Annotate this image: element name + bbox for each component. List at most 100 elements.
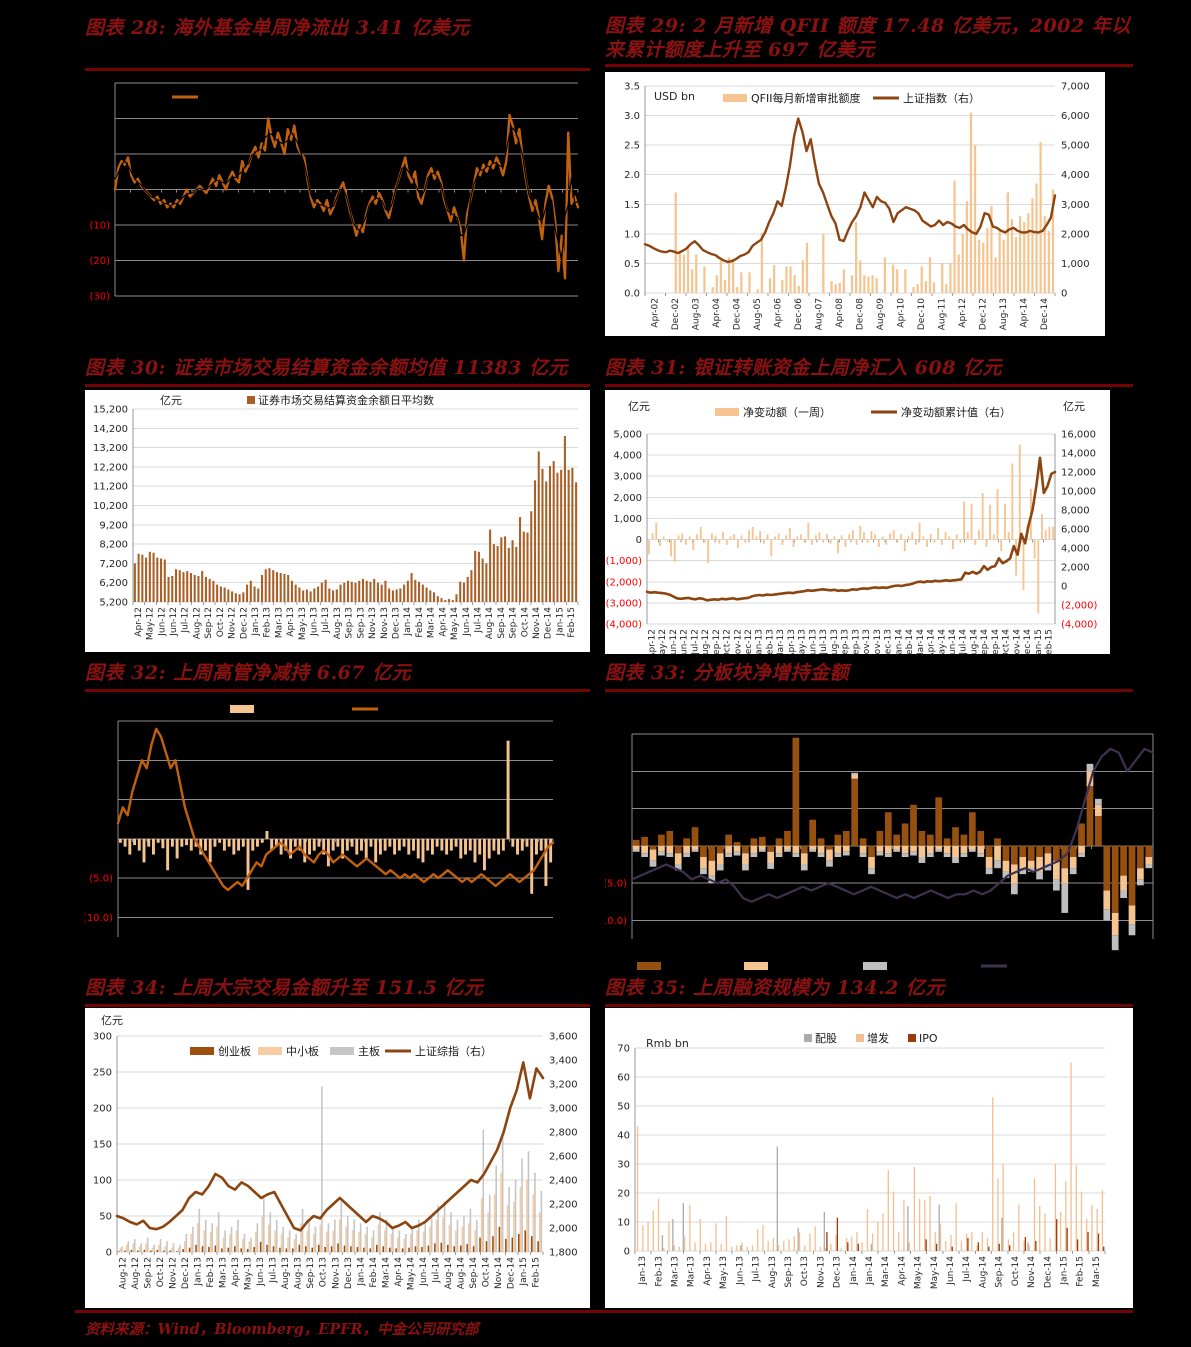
- svg-text:Aug-14: Aug-14: [969, 629, 979, 654]
- svg-text:Apr-10: Apr-10: [896, 298, 906, 328]
- svg-text:Jul-14: Jul-14: [432, 1257, 442, 1284]
- svg-text:Nov-13: Nov-13: [873, 629, 883, 654]
- svg-text:Jan-14: Jan-14: [849, 1256, 859, 1286]
- svg-text:70: 70: [617, 1044, 630, 1055]
- svg-text:Jun-14: Jun-14: [948, 629, 958, 654]
- svg-text:Apr-12: Apr-12: [647, 629, 657, 654]
- svg-text:Jan-13: Jan-13: [193, 1257, 203, 1287]
- svg-text:May-13: May-13: [798, 629, 808, 654]
- svg-text:0: 0: [1061, 582, 1067, 593]
- svg-text:7,000: 7,000: [1061, 82, 1090, 93]
- svg-text:Aug-12: Aug-12: [131, 1257, 141, 1289]
- svg-text:Sep-14: Sep-14: [497, 607, 507, 639]
- svg-text:Jul-14: Jul-14: [959, 629, 969, 654]
- svg-text:Dec-04: Dec-04: [732, 298, 742, 330]
- svg-text:100: 100: [93, 1176, 112, 1187]
- figure-32-title: 图表 32: 上周高管净减持 6.67 亿元: [85, 662, 412, 684]
- svg-text:Sep-14: Sep-14: [980, 629, 990, 654]
- svg-text:Dec-14: Dec-14: [544, 607, 554, 639]
- svg-text:Oct-13: Oct-13: [319, 1257, 329, 1287]
- svg-text:Nov-14: Nov-14: [532, 607, 542, 639]
- svg-text:2,000: 2,000: [1061, 229, 1090, 240]
- svg-text:Nov-13: Nov-13: [816, 1256, 826, 1288]
- svg-text:Apr-12: Apr-12: [958, 298, 968, 328]
- svg-text:Dec-12: Dec-12: [239, 607, 249, 639]
- svg-text:(30): (30): [89, 292, 110, 303]
- svg-text:Mar-13: Mar-13: [219, 1257, 229, 1288]
- svg-text:Aug-14: Aug-14: [444, 1257, 454, 1290]
- svg-text:Sep-14: Sep-14: [509, 607, 519, 639]
- svg-text:0.5: 0.5: [624, 259, 640, 270]
- svg-text:Dec-13: Dec-13: [884, 629, 894, 654]
- svg-text:15,200: 15,200: [93, 405, 128, 416]
- svg-text:8,000: 8,000: [1061, 506, 1090, 517]
- svg-text:Oct-13: Oct-13: [800, 1256, 810, 1286]
- figure-29-title: 图表 29: 2 月新增 QFII 额度 17.48 亿美元，2002 年以来累…: [605, 15, 1131, 61]
- svg-text:Rmb bn: Rmb bn: [646, 1037, 689, 1050]
- svg-text:0: 0: [1061, 289, 1067, 300]
- svg-text:Aug-12: Aug-12: [118, 1257, 128, 1289]
- svg-text:2,400: 2,400: [549, 1176, 578, 1187]
- figure-34-title: 图表 34: 上周大宗交易金额升至 151.5 亿元: [85, 977, 484, 999]
- svg-text:Dec-13: Dec-13: [833, 1256, 843, 1288]
- figure-29-title-rule: [605, 64, 1133, 67]
- svg-text:Sep-12: Sep-12: [204, 607, 214, 639]
- svg-text:Jun-12: Jun-12: [669, 629, 679, 654]
- svg-text:(3,000): (3,000): [606, 598, 643, 609]
- svg-text:3,000: 3,000: [1061, 200, 1090, 211]
- svg-text:12,200: 12,200: [93, 462, 128, 473]
- svg-text:(4,000): (4,000): [606, 620, 643, 631]
- figure-32-chart: (5.0) (10.0): [85, 694, 590, 966]
- figure-30-title: 图表 30: 证券市场交易结算资金余额均值 11383 亿元: [85, 357, 569, 379]
- figure-32-title-rule: [85, 689, 590, 692]
- svg-text:May-14: May-14: [450, 607, 460, 640]
- svg-text:(1,000): (1,000): [606, 556, 643, 567]
- svg-text:(10.0): (10.0): [605, 916, 627, 927]
- figure-31-chart: 5,000 4,000 3,000 2,000 1,000 0 (1,000) (2,000)…: [605, 390, 1110, 654]
- svg-text:Mar-14: Mar-14: [427, 607, 437, 638]
- svg-text:Jun-14: Jun-14: [419, 1257, 429, 1287]
- svg-text:Jul-13: Jul-13: [321, 607, 331, 634]
- svg-text:Nov-14: Nov-14: [1012, 629, 1022, 654]
- svg-text:Feb-14: Feb-14: [369, 1257, 379, 1288]
- svg-text:Nov-13: Nov-13: [862, 629, 872, 654]
- svg-text:Mar-13: Mar-13: [671, 1256, 681, 1287]
- svg-text:证券市场交易结算资金余额日平均数: 证券市场交易结算资金余额日平均数: [258, 393, 434, 407]
- svg-text:亿元: 亿元: [628, 400, 650, 413]
- svg-text:3,600: 3,600: [549, 1032, 578, 1043]
- svg-text:200: 200: [93, 1104, 112, 1115]
- svg-text:7,200: 7,200: [99, 559, 128, 570]
- svg-text:Sep-13: Sep-13: [345, 607, 355, 639]
- svg-text:Feb-13: Feb-13: [206, 1257, 216, 1288]
- svg-text:Sep-13: Sep-13: [356, 607, 366, 639]
- svg-text:中小板: 中小板: [286, 1044, 319, 1058]
- svg-text:Jul-14: Jul-14: [473, 607, 483, 634]
- svg-text:Jul-13: Jul-13: [752, 1256, 762, 1283]
- svg-text:Nov-13: Nov-13: [331, 1257, 341, 1289]
- svg-text:Sep-14: Sep-14: [469, 1257, 479, 1289]
- svg-text:Aug-14: Aug-14: [485, 607, 495, 640]
- svg-text:2.0: 2.0: [624, 170, 640, 181]
- svg-text:Oct-14: Oct-14: [482, 1257, 492, 1288]
- svg-text:Mar-15: Mar-15: [1092, 1256, 1102, 1287]
- svg-text:Jan-13: Jan-13: [755, 629, 765, 654]
- figure-34-chart: 300 250 200 150 100 50 0 3,600 3,400 3,200 3,000 2,…: [85, 1008, 590, 1308]
- svg-text:Dec-10: Dec-10: [917, 298, 927, 330]
- svg-text:50: 50: [617, 1102, 630, 1113]
- svg-text:Jan-15: Jan-15: [1059, 1256, 1069, 1286]
- svg-text:5,000: 5,000: [1061, 141, 1090, 152]
- svg-text:Apr-14: Apr-14: [438, 607, 448, 637]
- svg-text:Feb-14: Feb-14: [415, 607, 425, 638]
- svg-text:2,000: 2,000: [549, 1224, 578, 1235]
- svg-text:0: 0: [636, 535, 642, 546]
- svg-text:(5.0): (5.0): [89, 874, 113, 885]
- svg-text:6,200: 6,200: [99, 578, 128, 589]
- svg-text:Nov-13: Nov-13: [368, 607, 378, 639]
- svg-text:Apr-14: Apr-14: [394, 1257, 404, 1287]
- svg-text:Jun-14: Jun-14: [462, 607, 472, 637]
- svg-text:Aug-13: Aug-13: [999, 298, 1009, 330]
- svg-text:Apr-13: Apr-13: [703, 1256, 713, 1286]
- svg-text:Mar-13: Mar-13: [274, 607, 284, 638]
- svg-text:3,000: 3,000: [613, 472, 642, 483]
- footer-divider: [75, 1310, 1133, 1313]
